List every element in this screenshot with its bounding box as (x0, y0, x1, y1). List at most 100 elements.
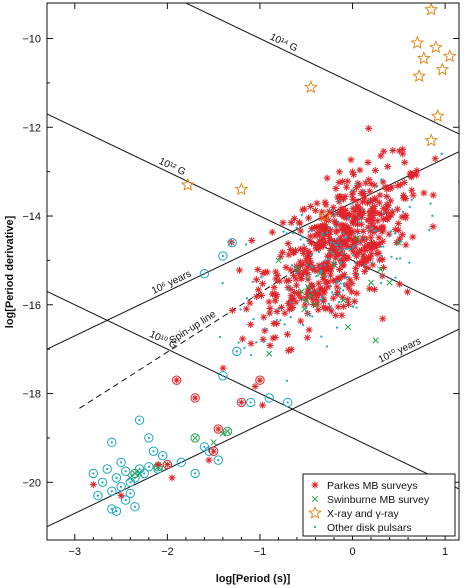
point-dot (321, 295, 324, 298)
point-circle-dot (96, 494, 100, 497)
point-asterisk (403, 288, 411, 296)
point-dot (338, 249, 341, 252)
point-asterisk (284, 347, 292, 355)
point-dot (329, 285, 332, 288)
point-x (293, 266, 301, 273)
point-dot (367, 229, 370, 232)
point-circle-dot-ring (148, 446, 159, 456)
point-asterisk (332, 311, 340, 319)
point-dot (336, 246, 339, 250)
point-circle-dot-ring (120, 466, 131, 476)
point-dot (428, 228, 431, 232)
point-circle-dot-ring (245, 397, 256, 408)
point-circle-dot-ring (213, 455, 223, 465)
point-dot (355, 306, 358, 309)
point-dot (389, 234, 392, 237)
point-dot (344, 276, 348, 280)
point-dot (339, 287, 342, 290)
spin-up-line (79, 259, 312, 409)
point-dot (309, 290, 312, 293)
point-asterisk (364, 158, 372, 166)
point-dot (296, 271, 299, 274)
point-asterisk (409, 191, 417, 199)
point-dot (275, 318, 278, 322)
point-dot (408, 261, 411, 264)
point-asterisk (313, 199, 321, 207)
point-x (307, 292, 315, 300)
point-dot (289, 301, 292, 304)
point-asterisk (375, 234, 383, 242)
point-asterisk (358, 198, 366, 206)
point-asterisk (329, 204, 337, 212)
series-7 (89, 456, 213, 500)
point-star (180, 177, 195, 191)
point-asterisk (371, 166, 379, 174)
point-asterisk (235, 266, 243, 274)
point-circle-dot (161, 454, 164, 457)
point-asterisk (289, 295, 297, 303)
point-dot (289, 316, 292, 319)
point-asterisk (154, 461, 162, 469)
point-dot (305, 263, 308, 266)
point-asterisk (89, 481, 97, 489)
point-asterisk (300, 249, 308, 257)
point-circle-dot (106, 467, 109, 471)
point-circle-dot (203, 445, 206, 448)
point-asterisk (338, 209, 346, 217)
point-asterisk (306, 232, 314, 240)
point-asterisk (219, 364, 227, 372)
point-asterisk (375, 209, 383, 217)
point-x (210, 439, 217, 446)
point-dot (321, 298, 324, 301)
point-dot (307, 273, 310, 277)
point-asterisk (305, 214, 313, 222)
point-asterisk (409, 233, 417, 241)
point-circle-asterisk-ring (171, 375, 182, 385)
point-circle-dot-ring (199, 269, 210, 279)
point-asterisk (277, 303, 285, 311)
point-dot (347, 247, 350, 250)
point-asterisk (386, 184, 394, 192)
point-asterisk (290, 215, 298, 223)
point-circle-dot (221, 374, 225, 377)
point-asterisk (335, 168, 343, 176)
point-asterisk (332, 184, 340, 192)
point-asterisk (361, 268, 369, 276)
point-asterisk (399, 150, 407, 158)
point-asterisk (254, 266, 262, 274)
point-dot (341, 248, 344, 251)
point-asterisk (307, 202, 315, 210)
point-asterisk (293, 281, 301, 289)
point-dot (346, 216, 350, 219)
point-dot (251, 280, 254, 283)
point-dot (336, 221, 340, 224)
point-circle-dot-ring (144, 433, 154, 443)
point-asterisk (384, 163, 392, 171)
point-asterisk (344, 177, 352, 185)
point-asterisk (400, 178, 408, 186)
point-asterisk (285, 276, 293, 284)
point-circle-dot-ring (176, 457, 186, 468)
point-asterisk (327, 264, 335, 272)
point-circle-asterisk-ring (213, 424, 223, 434)
point-dot (249, 353, 253, 357)
point-asterisk (420, 189, 428, 197)
point-dot (308, 314, 312, 317)
point-circle-dot (147, 436, 150, 440)
point-asterisk (348, 191, 356, 199)
point-dot (317, 251, 321, 254)
point-dot (300, 213, 303, 217)
point-asterisk (292, 246, 300, 254)
point-dot (329, 241, 333, 244)
point-asterisk (271, 333, 279, 341)
point-circle-asterisk-ring (208, 446, 219, 456)
point-asterisk (281, 309, 289, 317)
point-star (410, 35, 425, 49)
x-tick-label: −1 (254, 546, 267, 558)
point-dot (408, 205, 411, 209)
point-asterisk (366, 254, 374, 262)
point-asterisk (382, 215, 390, 223)
point-dot (429, 202, 432, 205)
point-dot (338, 292, 341, 295)
point-x (340, 297, 347, 304)
